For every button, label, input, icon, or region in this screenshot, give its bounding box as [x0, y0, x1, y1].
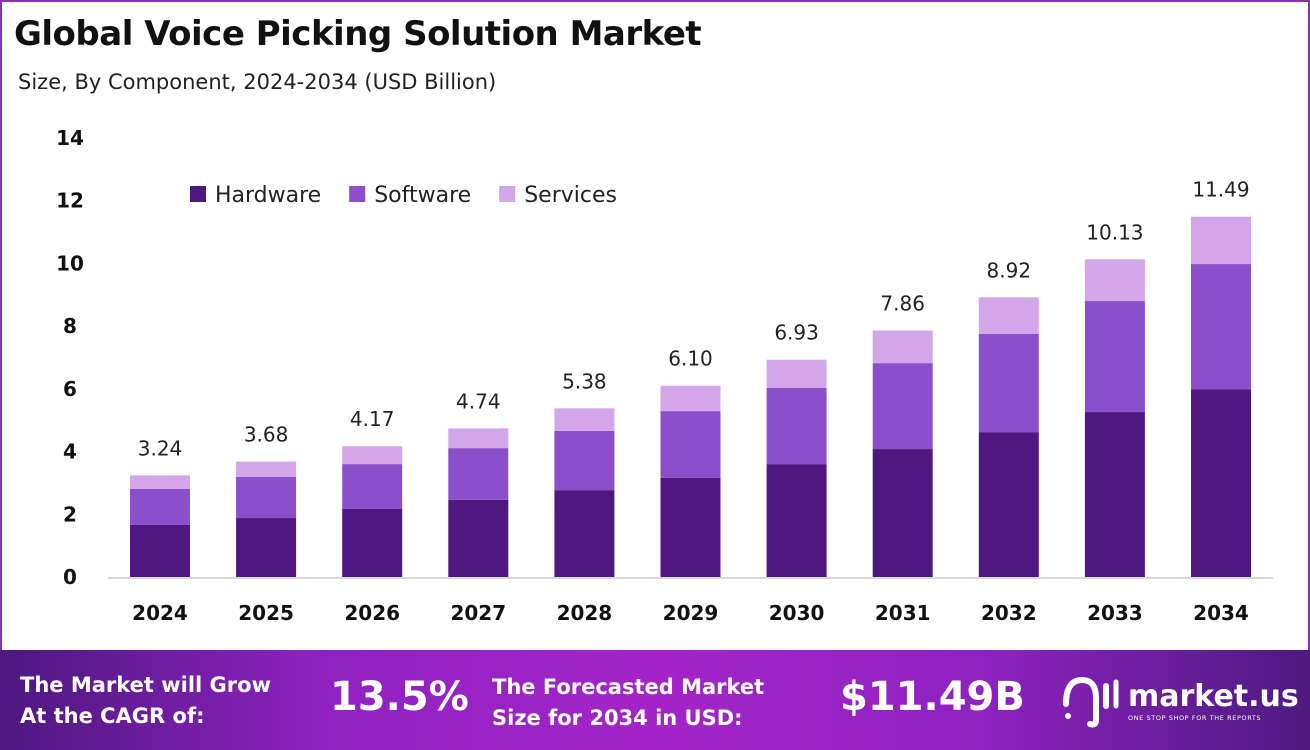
- bar-segment-services: [1084, 259, 1145, 302]
- forecast-label-line2: Size for 2034 in USD:: [492, 706, 743, 730]
- bar-segment-software: [342, 464, 403, 509]
- forecast-label: The Forecasted Market Size for 2034 in US…: [492, 672, 764, 734]
- data-label: 4.17: [350, 407, 395, 431]
- data-label: 3.24: [138, 436, 183, 460]
- legend-swatch-hardware: [190, 186, 206, 202]
- bar-segment-hardware: [660, 477, 721, 577]
- cagr-label-line2: At the CAGR of:: [20, 704, 205, 728]
- x-tick-label: 2032: [981, 601, 1037, 625]
- bar-segment-hardware: [872, 449, 933, 577]
- bar-segment-hardware: [978, 432, 1039, 577]
- bar-segment-software: [448, 448, 509, 500]
- bar-segment-hardware: [130, 524, 190, 577]
- bar-segment-services: [978, 297, 1039, 334]
- logo-icon: [1063, 676, 1119, 728]
- x-tick-label: 2024: [132, 601, 188, 625]
- x-tick-label: 2033: [1087, 601, 1143, 625]
- legend-label: Hardware: [215, 183, 321, 208]
- x-tick-label: 2028: [557, 601, 613, 625]
- bar-segment-hardware: [342, 508, 403, 577]
- y-tick-label: 12: [56, 189, 84, 213]
- chart-subtitle: Size, By Component, 2024-2034 (USD Billi…: [18, 70, 497, 94]
- x-tick-label: 2026: [344, 601, 400, 625]
- y-tick-label: 8: [63, 314, 77, 338]
- bar-segment-software: [236, 476, 297, 519]
- bar-segment-software: [130, 488, 190, 525]
- x-tick-label: 2027: [450, 601, 506, 625]
- cagr-label: The Market will Grow At the CAGR of:: [20, 670, 271, 732]
- forecast-label-line1: The Forecasted Market: [492, 675, 765, 699]
- x-tick-label: 2029: [663, 601, 719, 625]
- bar-segment-services: [448, 428, 509, 449]
- bar-segment-services: [236, 461, 297, 477]
- bar-segment-services: [766, 359, 827, 388]
- bar-segment-hardware: [554, 490, 615, 577]
- bar-segment-hardware: [236, 518, 297, 577]
- bar-segment-services: [872, 330, 933, 364]
- data-label: 5.38: [562, 369, 607, 393]
- bar-segment-software: [554, 430, 615, 491]
- x-tick-label: 2031: [875, 601, 931, 625]
- data-label: 7.86: [880, 292, 925, 316]
- chart-title: Global Voice Picking Solution Market: [14, 14, 702, 54]
- bar-segment-software: [978, 333, 1039, 433]
- bar-segment-services: [660, 385, 721, 412]
- bar-segment-services: [1191, 216, 1251, 265]
- legend-swatch-software: [349, 186, 366, 202]
- y-tick-label: 2: [63, 502, 77, 526]
- bar-segment-software: [1084, 301, 1145, 413]
- cagr-value: 13.5%: [330, 674, 469, 720]
- y-tick-label: 6: [63, 377, 77, 401]
- market-us-logo: market.us ONE STOP SHOP FOR THE REPORTS: [1060, 672, 1299, 728]
- bar-segment-hardware: [766, 464, 827, 577]
- y-tick-label: 10: [56, 251, 84, 275]
- data-label: 6.10: [668, 347, 713, 371]
- data-label: 4.74: [456, 389, 501, 413]
- legend-swatch-services: [499, 186, 516, 202]
- data-label: 11.49: [1192, 178, 1249, 202]
- legend-label: Services: [524, 183, 617, 208]
- bar-segment-services: [342, 446, 403, 465]
- bar-segment-hardware: [448, 499, 509, 577]
- summary-banner: The Market will Grow At the CAGR of: 13.5…: [0, 650, 1310, 750]
- y-tick-label: 0: [63, 565, 77, 589]
- data-label: 8.92: [987, 258, 1032, 282]
- data-label: 6.93: [774, 321, 819, 345]
- data-label: 3.68: [244, 423, 289, 447]
- logo-tagline: ONE STOP SHOP FOR THE REPORTS: [1128, 713, 1262, 722]
- y-tick-label: 14: [56, 126, 84, 150]
- x-tick-label: 2025: [238, 601, 294, 625]
- chart-plot: 0 2 4 6 8 10 12 14 3.24 2024 3.68 2025 4.17 2026 4.74 2…: [56, 126, 1273, 625]
- bar-segment-software: [766, 387, 827, 465]
- bar-segment-services: [130, 475, 190, 489]
- cagr-label-line1: The Market will Grow: [20, 673, 271, 697]
- legend-label: Software: [374, 183, 471, 208]
- forecast-value: $11.49B: [840, 674, 1025, 720]
- bar-segment-software: [872, 363, 933, 450]
- x-tick-label: 2030: [769, 601, 825, 625]
- logo-name: market.us: [1128, 678, 1299, 714]
- bar-segment-hardware: [1084, 412, 1145, 577]
- x-tick-label: 2034: [1193, 601, 1249, 625]
- bar-segment-software: [1191, 264, 1251, 390]
- data-label: 10.13: [1086, 220, 1143, 244]
- bar-segment-services: [554, 408, 615, 431]
- y-tick-label: 4: [63, 440, 77, 464]
- bar-segment-hardware: [1191, 389, 1251, 577]
- bar-segment-software: [660, 411, 721, 478]
